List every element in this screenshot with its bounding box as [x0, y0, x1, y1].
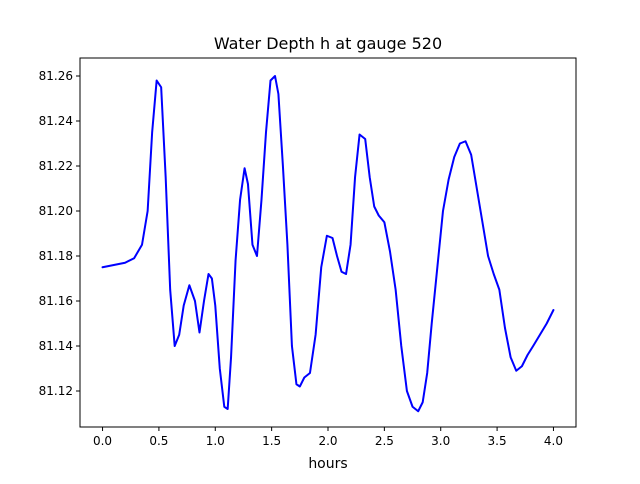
y-tick-label: 81.20	[39, 204, 73, 218]
x-tick-label: 2.0	[318, 434, 337, 448]
x-tick-label: 3.5	[488, 434, 507, 448]
plot-line-layer	[101, 75, 555, 413]
y-axis-ticks: 81.12 81.14 81.16 81.18 81.20 81.22 81.24 81.26	[39, 69, 80, 398]
x-axis-ticks: 0.0 0.5 1.0 1.5 2.0 2.5 3.0 3.5 4.0	[93, 427, 563, 448]
x-tick-label: 1.5	[262, 434, 281, 448]
x-axis-label: hours	[308, 456, 347, 472]
y-tick-label: 81.12	[39, 384, 73, 398]
y-tick-label: 81.18	[39, 249, 73, 263]
y-tick-label: 81.26	[39, 69, 73, 83]
chart-title: Water Depth h at gauge 520	[214, 34, 442, 53]
y-tick-label: 81.16	[39, 294, 73, 308]
water-depth-series-line	[101, 75, 555, 413]
x-tick-label: 4.0	[544, 434, 563, 448]
y-tick-label: 81.22	[39, 159, 73, 173]
x-tick-label: 1.0	[206, 434, 225, 448]
x-tick-label: 0.5	[149, 434, 168, 448]
x-tick-label: 2.5	[375, 434, 394, 448]
x-tick-label: 0.0	[93, 434, 112, 448]
x-tick-label: 3.0	[431, 434, 450, 448]
y-tick-label: 81.14	[39, 339, 73, 353]
y-tick-label: 81.24	[39, 114, 73, 128]
